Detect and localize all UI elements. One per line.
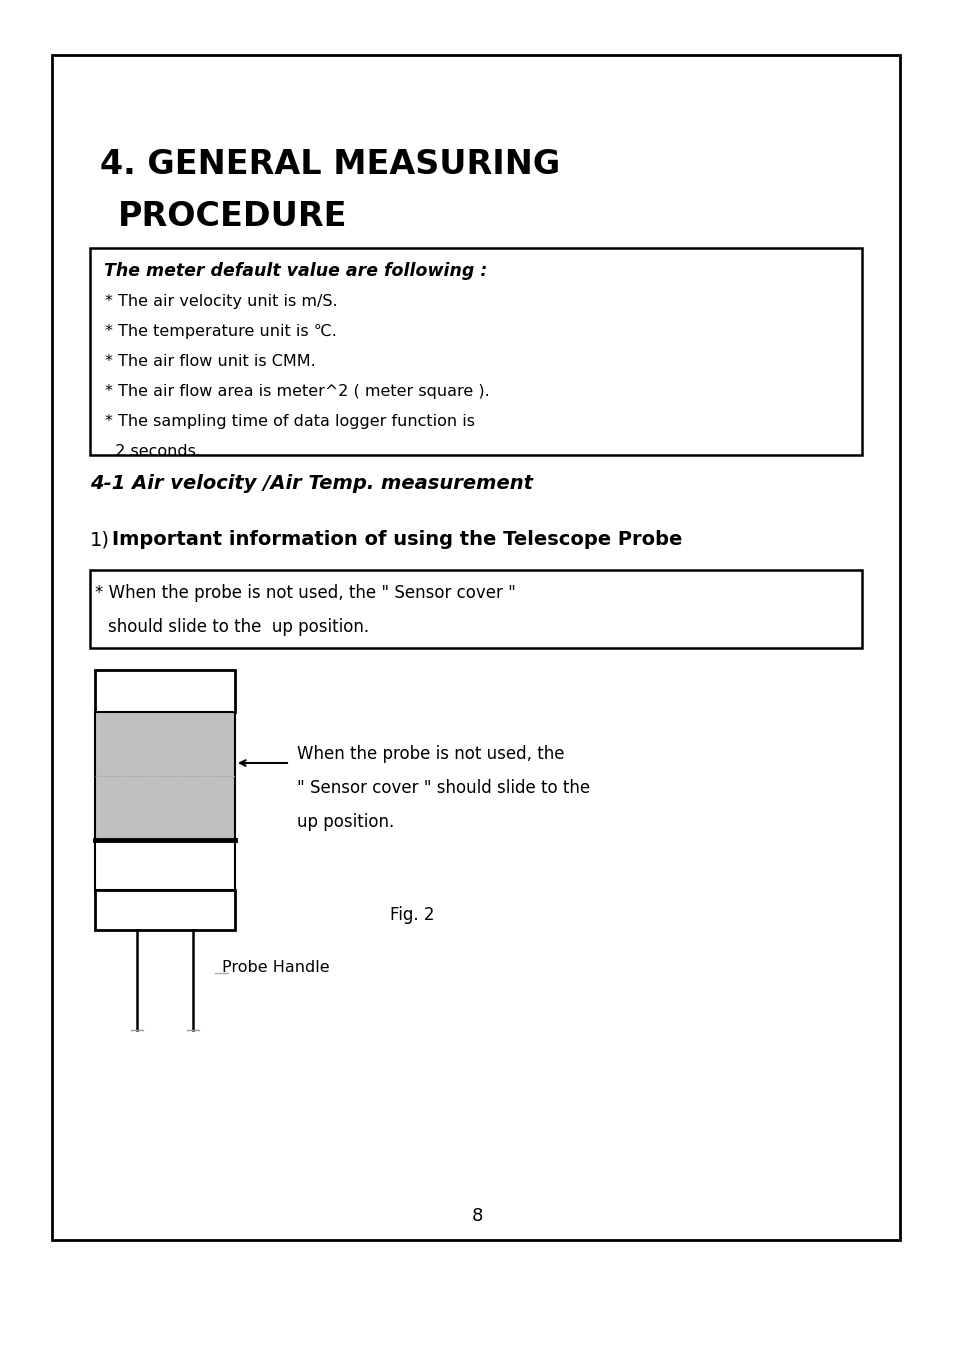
Text: 4-1 Air velocity /Air Temp. measurement: 4-1 Air velocity /Air Temp. measurement	[90, 474, 533, 493]
Text: 1): 1)	[90, 530, 110, 549]
Text: 8: 8	[471, 1206, 482, 1225]
Text: should slide to the  up position.: should slide to the up position.	[108, 617, 369, 636]
Bar	[95, 890, 234, 929]
Text: Probe Handle: Probe Handle	[222, 961, 330, 975]
Bar	[95, 840, 234, 890]
Text: PROCEDURE: PROCEDURE	[118, 200, 347, 232]
Text: " Sensor cover " should slide to the: " Sensor cover " should slide to the	[296, 780, 590, 797]
Text: * The temperature unit is ℃.: * The temperature unit is ℃.	[105, 324, 336, 339]
Text: * The sampling time of data logger function is: * The sampling time of data logger funct…	[105, 413, 475, 430]
Bar	[52, 55, 899, 1240]
Bar	[95, 670, 234, 712]
Text: Important information of using the Telescope Probe: Important information of using the Teles…	[112, 530, 681, 549]
Text: * The air velocity unit is m/S.: * The air velocity unit is m/S.	[105, 295, 337, 309]
Text: Fig. 2: Fig. 2	[390, 907, 434, 924]
Text: * When the probe is not used, the " Sensor cover ": * When the probe is not used, the " Sens…	[95, 584, 516, 603]
Text: When the probe is not used, the: When the probe is not used, the	[296, 744, 564, 763]
Text: * The air flow area is meter^2 ( meter square ).: * The air flow area is meter^2 ( meter s…	[105, 384, 489, 399]
Text: 4. GENERAL MEASURING: 4. GENERAL MEASURING	[100, 149, 559, 181]
Text: up position.: up position.	[296, 813, 394, 831]
Text: The meter default value are following :: The meter default value are following :	[104, 262, 487, 280]
Text: 2 seconds.: 2 seconds.	[105, 444, 201, 459]
Bar	[90, 249, 862, 455]
Text: * The air flow unit is CMM.: * The air flow unit is CMM.	[105, 354, 315, 369]
Bar	[95, 712, 234, 840]
Bar	[90, 570, 862, 648]
